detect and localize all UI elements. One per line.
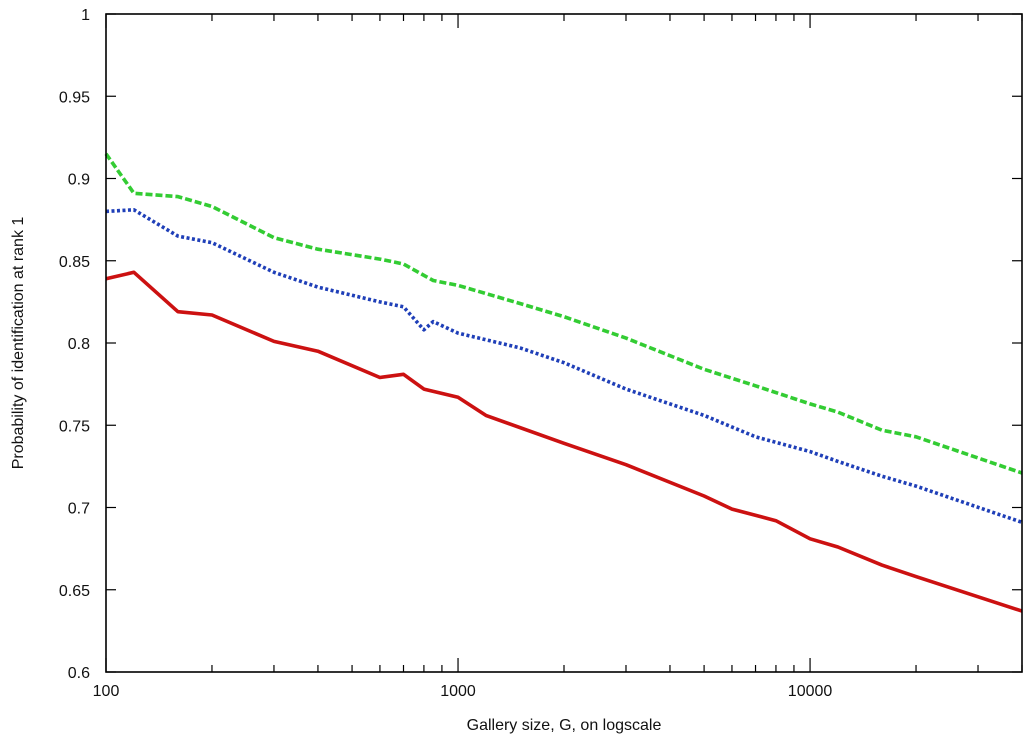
y-tick-label: 0.95 — [59, 89, 90, 106]
y-tick-label: 0.7 — [68, 501, 90, 518]
series-layer — [104, 152, 1023, 613]
y-tick-label: 0.85 — [59, 254, 90, 271]
y-tick-label: 0.9 — [68, 172, 90, 189]
x-axis-title: Gallery size, G, on logscale — [467, 717, 662, 734]
series-line-dotted — [105, 208, 1023, 525]
y-tick-label: 0.75 — [59, 418, 90, 435]
x-tick-label: 100 — [93, 683, 120, 700]
plot-frame — [105, 13, 1023, 673]
tick-layer — [105, 13, 1023, 673]
series-line-solid — [105, 270, 1023, 613]
y-tick-label: 1 — [81, 7, 90, 24]
y-axis-title: Probability of identification at rank 1 — [10, 217, 27, 470]
y-tick-label: 0.8 — [68, 336, 90, 353]
y-tick-label: 0.65 — [59, 583, 90, 600]
y-tick-label: 0.6 — [68, 665, 90, 682]
x-tick-label: 1000 — [440, 683, 476, 700]
label-layer: 0.6 0.65 0.7 0.75 0.8 0.85 0.9 0.95 1 100 1000 1000… — [59, 7, 833, 700]
series-line-dashed — [104, 152, 1023, 475]
x-tick-label: 10000 — [788, 683, 833, 700]
